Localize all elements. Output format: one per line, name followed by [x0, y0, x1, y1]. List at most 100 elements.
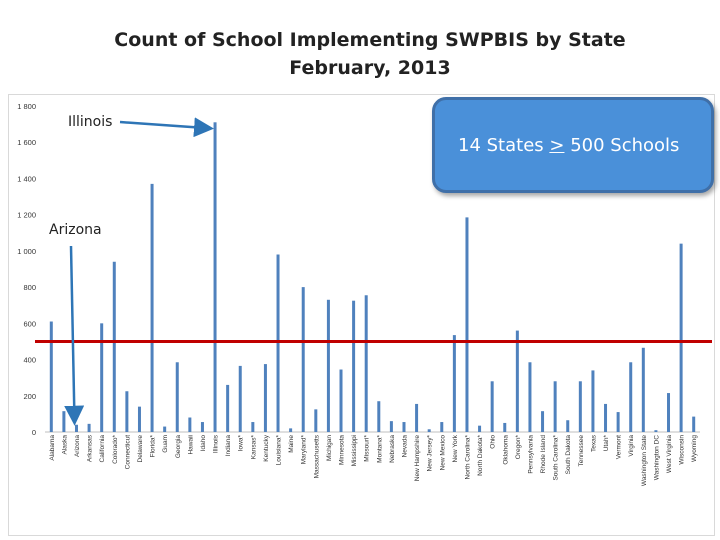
bar-washington-dc: [654, 430, 658, 432]
bar-south-carolina: [553, 381, 557, 432]
x-tick-label: Montana*: [376, 435, 383, 463]
bar-mississippi: [352, 300, 356, 432]
chart-frame: [8, 94, 715, 536]
bar-alaska: [62, 411, 66, 432]
bar-guam: [163, 426, 167, 432]
arizona-annotation: Arizona: [49, 222, 102, 238]
x-tick-label: New Jersey*: [427, 435, 434, 472]
x-tick-label: Washington DC: [653, 435, 660, 481]
x-tick-label: Rhode Island: [540, 435, 547, 474]
bar-nevada: [402, 422, 406, 432]
y-tick-label: 1 800: [17, 102, 36, 111]
y-tick-label: 0: [32, 428, 36, 437]
bar-illinois: [213, 122, 217, 433]
bar-wisconsin: [679, 243, 683, 432]
bar-north-dakota: [478, 425, 482, 432]
bar-hawaii: [188, 417, 192, 432]
x-tick-label: Wyoming: [691, 435, 698, 462]
x-tick-label: South Carolina*: [553, 435, 560, 481]
x-tick-label: New Mexico: [439, 435, 446, 471]
x-tick-label: Michigan: [326, 435, 333, 461]
bar-missouri: [364, 295, 368, 432]
bar-texas: [591, 370, 595, 432]
bar-kansas: [251, 422, 255, 432]
x-tick-label: Utah*: [603, 435, 610, 452]
bar-oklahoma: [503, 422, 507, 432]
x-tick-label: Illinois: [213, 434, 220, 453]
x-tick-label: Idaho: [200, 435, 207, 452]
x-tick-label: Florida*: [150, 435, 157, 458]
x-tick-label: Kansas*: [250, 435, 257, 460]
y-tick-label: 1 600: [17, 138, 36, 147]
x-tick-label: Kentucky: [263, 434, 270, 461]
x-tick-label: Virginia: [628, 435, 635, 457]
x-tick-label: Wisconsin: [679, 435, 686, 465]
x-tick-label: Connecticut: [124, 435, 131, 470]
x-tick-label: Mississippi: [351, 435, 358, 466]
bar-arizona: [74, 424, 78, 432]
x-tick-label: Alaska: [61, 435, 68, 455]
bar-new-jersey: [427, 429, 431, 432]
callout-box: [432, 97, 714, 193]
bar-georgia: [175, 362, 179, 432]
x-tick-label: Pennsylvania: [527, 435, 534, 474]
bar-connecticut: [125, 391, 129, 432]
x-tick-label: Georgia: [175, 435, 182, 459]
y-tick-label: 400: [23, 356, 36, 365]
bar-nebraska: [389, 421, 393, 432]
x-tick-label: Washington State: [641, 435, 648, 486]
y-tick-label: 200: [23, 392, 36, 401]
bar-florida: [150, 183, 154, 432]
bar-idaho: [200, 422, 204, 432]
bar-kentucky: [263, 364, 267, 432]
bar-south-dakota: [566, 420, 570, 432]
x-tick-label: South Dakota: [565, 435, 572, 475]
x-tick-label: Vermont: [616, 435, 623, 459]
x-tick-label: Nebraska: [389, 435, 396, 463]
x-tick-label: North Carolina*: [464, 435, 471, 480]
bar-california: [100, 323, 104, 432]
x-tick-label: Colorado*: [112, 435, 119, 464]
x-tick-label: Delaware: [137, 435, 144, 463]
bar-washington-state: [641, 347, 645, 432]
x-tick-label: Nevada: [401, 435, 408, 458]
x-tick-label: Missouri*: [364, 435, 371, 462]
illinois-annotation: Illinois: [68, 114, 113, 130]
x-tick-label: West Virginia: [666, 435, 673, 473]
bar-utah: [604, 403, 608, 432]
callout-symbol: >: [549, 135, 565, 156]
bar-delaware: [137, 406, 141, 432]
y-tick-label: 600: [23, 319, 36, 328]
bar-rhode-island: [541, 411, 545, 432]
bar-west-virginia: [667, 393, 671, 432]
bar-maryland: [301, 287, 305, 432]
bar-new-hampshire: [415, 403, 419, 432]
x-tick-label: Ohio: [490, 435, 497, 449]
x-tick-label: Oregon*: [515, 435, 522, 460]
x-tick-label: New York: [452, 434, 459, 462]
x-tick-label: Hawaii: [187, 435, 194, 455]
bar-tennessee: [578, 381, 582, 432]
bar-wyoming: [692, 416, 696, 432]
y-tick-label: 1 400: [17, 174, 36, 183]
callout-text: 14 States > 500 Schools: [458, 135, 679, 156]
x-tick-label: Massachusetts: [313, 434, 320, 478]
chart-title-line1: Count of School Implementing SWPBIS by S…: [114, 29, 626, 51]
bar-alabama: [49, 321, 53, 432]
chart-title: Count of School Implementing SWPBIS by S…: [0, 26, 720, 82]
y-tick-label: 800: [23, 283, 36, 292]
x-tick-label: Iowa*: [238, 435, 245, 452]
bar-michigan: [326, 299, 330, 432]
x-tick-label: Maine: [288, 435, 295, 453]
bar-ohio: [490, 381, 494, 432]
callout-prefix: 14 States: [458, 135, 550, 156]
bar-vermont: [616, 412, 620, 432]
bar-minnesota: [339, 369, 343, 432]
x-tick-label: Guam: [162, 435, 169, 453]
x-tick-label: Arkansas: [87, 434, 94, 462]
x-tick-label: Maryland*: [301, 435, 308, 465]
bar-virginia: [629, 362, 633, 432]
chart-title-line2: February, 2013: [289, 57, 451, 79]
x-tick-label: Arizona: [74, 435, 81, 457]
